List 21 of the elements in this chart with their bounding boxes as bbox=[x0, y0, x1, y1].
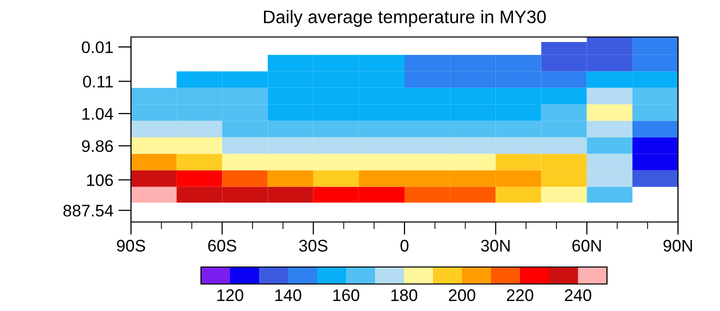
color-bar-label: 140 bbox=[275, 289, 302, 302]
color-bar-label: 220 bbox=[506, 289, 534, 302]
color-bar-label: 240 bbox=[564, 289, 592, 302]
x-tick-label: 0 bbox=[400, 240, 408, 252]
x-tick-label: 30S bbox=[299, 240, 328, 252]
color-bar-label: 120 bbox=[217, 289, 244, 302]
y-tick-label: 0.01 bbox=[82, 41, 113, 54]
color-bar-label: 200 bbox=[448, 289, 476, 302]
chart-title: Daily average temperature in MY30 bbox=[264, 10, 546, 27]
color-bar-label: 160 bbox=[333, 289, 360, 302]
x-tick-label: 60S bbox=[208, 240, 236, 252]
x-tick-label: 30N bbox=[481, 240, 510, 252]
y-tick-label: 887.54 bbox=[63, 204, 114, 217]
color-bar-label: 180 bbox=[391, 289, 418, 302]
x-tick-label: 60N bbox=[572, 240, 601, 252]
y-tick-label: 106 bbox=[87, 174, 113, 186]
y-tick-label: 9.86 bbox=[82, 140, 113, 152]
y-tick-label: 1.04 bbox=[82, 108, 114, 120]
x-tick-label: 90N bbox=[663, 240, 692, 252]
x-tick-label: 90S bbox=[116, 240, 146, 252]
y-tick-label: 0.11 bbox=[83, 76, 113, 88]
